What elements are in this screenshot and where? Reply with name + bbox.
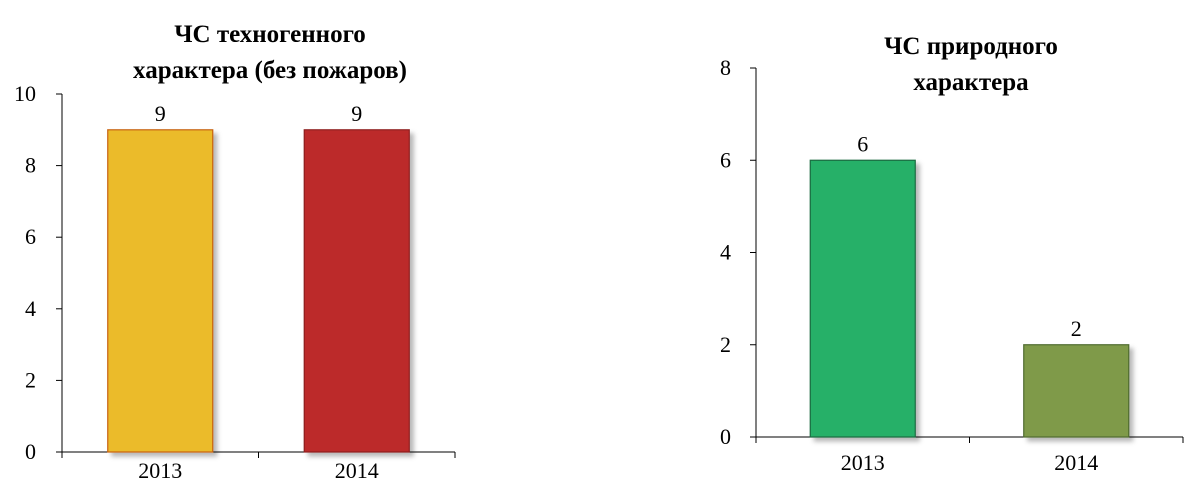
y-tick-label: 8 — [720, 55, 731, 80]
y-tick-label: 8 — [25, 153, 36, 178]
y-tick-label: 0 — [720, 424, 731, 449]
y-tick-label: 6 — [25, 224, 36, 249]
chart-2: ЧС природного характера 0 2 4 6 8 6 2013 2 2014 — [720, 33, 1184, 475]
bar-2013 — [809, 159, 916, 438]
bar-2014 — [1023, 344, 1130, 438]
x-category-label: 2013 — [138, 458, 182, 483]
data-label: 9 — [155, 101, 166, 126]
y-tick-label: 2 — [720, 332, 731, 357]
y-tick-label: 0 — [25, 439, 36, 464]
y-tick-label: 10 — [14, 81, 36, 106]
y-tick-label: 4 — [720, 240, 731, 265]
chart-title-line: характера — [913, 69, 1029, 96]
bar-2014 — [303, 129, 410, 453]
x-category-label: 2014 — [1054, 450, 1098, 475]
data-label: 6 — [857, 131, 868, 156]
y-tick-label: 6 — [720, 147, 731, 172]
bar-2013 — [107, 129, 214, 453]
x-category-label: 2014 — [335, 458, 379, 483]
x-category-label: 2013 — [841, 450, 885, 475]
data-label: 9 — [351, 101, 362, 126]
chart-title-line: ЧС техногенного — [174, 21, 366, 48]
y-tick-label: 2 — [25, 367, 36, 392]
y-tick-label: 4 — [25, 296, 36, 321]
chart-title-line: характера (без пожаров) — [133, 57, 407, 84]
chart-title-line: ЧС природного — [884, 33, 1058, 60]
chart-1: ЧС техногенного характера (без пожаров) 0 2… — [14, 21, 456, 483]
data-label: 2 — [1071, 316, 1082, 341]
